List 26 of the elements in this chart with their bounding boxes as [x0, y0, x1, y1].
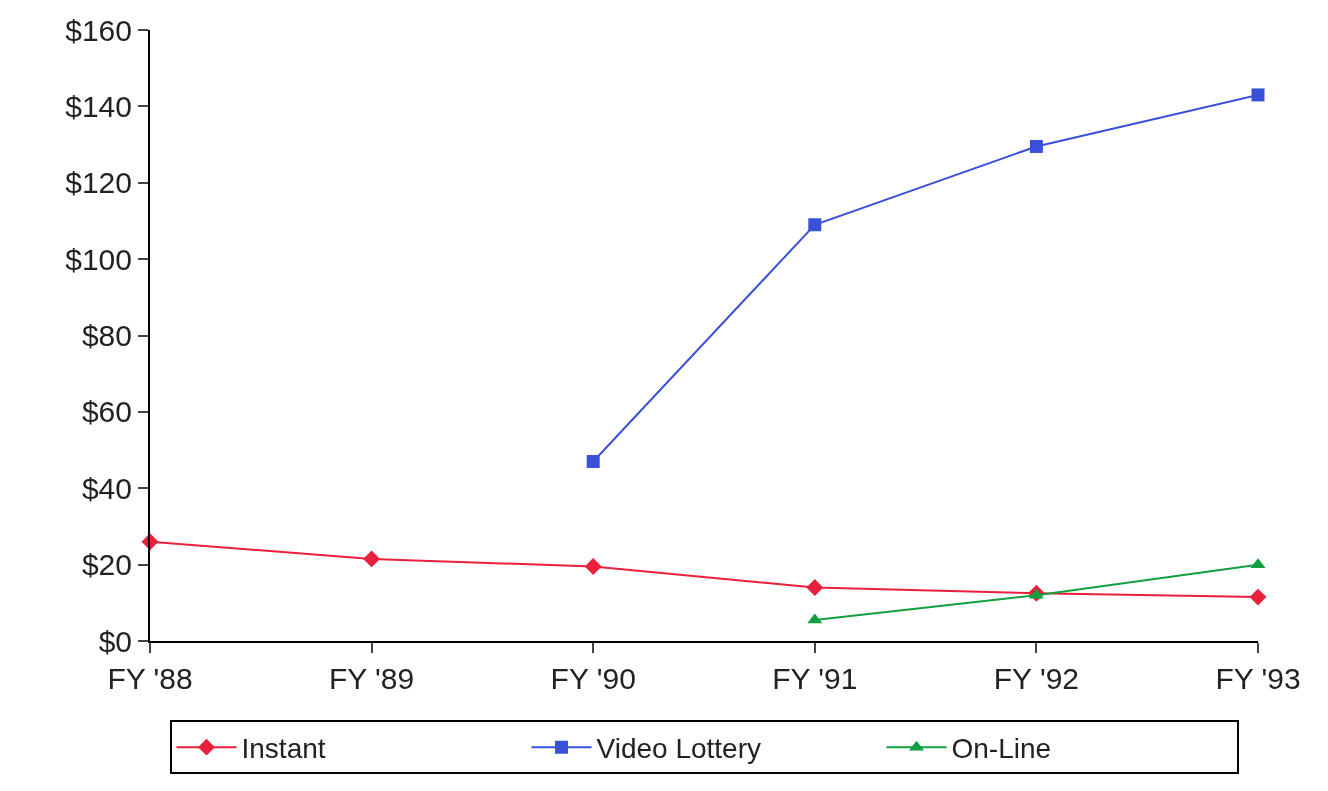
legend-label: On-Line: [951, 733, 1052, 765]
point: [363, 550, 381, 568]
y-tick-label: $20: [81, 548, 132, 582]
point: [586, 455, 600, 469]
point: [584, 558, 602, 575]
legend-label: Video Lottery: [596, 733, 761, 765]
x-tick-label: FY '91: [772, 662, 858, 695]
y-tick-label: $60: [81, 395, 132, 429]
y-tick-label: $100: [65, 242, 132, 276]
point: [1251, 88, 1265, 102]
y-tick-label: $160: [65, 13, 132, 47]
point: [806, 579, 824, 596]
y-tick-label: $140: [65, 89, 132, 123]
point: [1029, 139, 1043, 153]
y-tick-label: $0: [98, 624, 132, 658]
y-tick-label: $80: [81, 319, 132, 352]
legend-label: Instant: [241, 733, 326, 765]
x-tick-label: FY '92: [993, 662, 1080, 695]
point: [1249, 588, 1267, 606]
x-tick-label: FY '89: [328, 662, 415, 695]
y-tick-label: $120: [65, 166, 132, 200]
x-tick-label: FY '88: [107, 662, 193, 695]
x-tick-label: FY '93: [1215, 662, 1301, 695]
point: [808, 218, 822, 232]
x-tick-label: FY '90: [550, 662, 636, 695]
y-tick-label: $40: [81, 471, 132, 505]
